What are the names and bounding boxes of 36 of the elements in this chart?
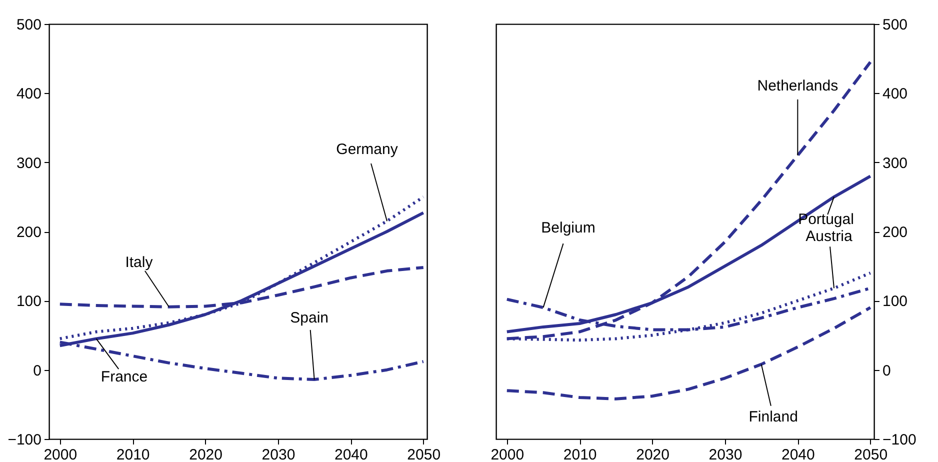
y-tick-label: 100 (16, 293, 42, 310)
x-tick-label: 2010 (116, 446, 150, 462)
x-tick-label: 2030 (708, 446, 742, 462)
y-tick-label: 300 (882, 154, 908, 172)
y-tick-label: 500 (16, 16, 42, 34)
x-tick-label: 2020 (636, 446, 670, 462)
text: Spain (290, 310, 329, 327)
y-tick-label: −100 (8, 432, 42, 448)
y-tick-label: 100 (882, 293, 908, 310)
x-tick-label: 2000 (44, 446, 78, 462)
y-tick-label: 400 (882, 86, 908, 103)
series-label: Netherlands (757, 77, 838, 94)
x-tick-label: 2050 (854, 446, 888, 462)
y-tick-label: 200 (882, 224, 908, 241)
series-label: Portugal (798, 210, 854, 228)
y-tick-label: 0 (33, 362, 42, 380)
line-series (505, 306, 872, 400)
x-tick-label: 2000 (490, 446, 524, 462)
x-tick-label: 2050 (407, 446, 441, 462)
x-tick-label: 2030 (262, 446, 296, 462)
x-tick-label: 2040 (334, 446, 368, 462)
y-tick-label: −100 (882, 432, 916, 448)
y-tick-label: 0 (882, 362, 891, 380)
text: France (100, 368, 148, 386)
text: Germany (336, 141, 398, 158)
y-tick-label: 300 (16, 154, 42, 172)
x-tick-label: 2010 (563, 446, 597, 462)
y-tick-label: 400 (16, 86, 42, 103)
text: Finland (748, 408, 798, 426)
text: Austria (806, 228, 854, 246)
y-tick-label: 200 (16, 224, 42, 241)
text: Italy (125, 254, 154, 271)
text: Belgium (541, 220, 596, 237)
y-tick-label: 500 (882, 16, 908, 34)
x-tick-label: 2020 (189, 446, 222, 462)
x-tick-label: 2040 (781, 446, 815, 462)
